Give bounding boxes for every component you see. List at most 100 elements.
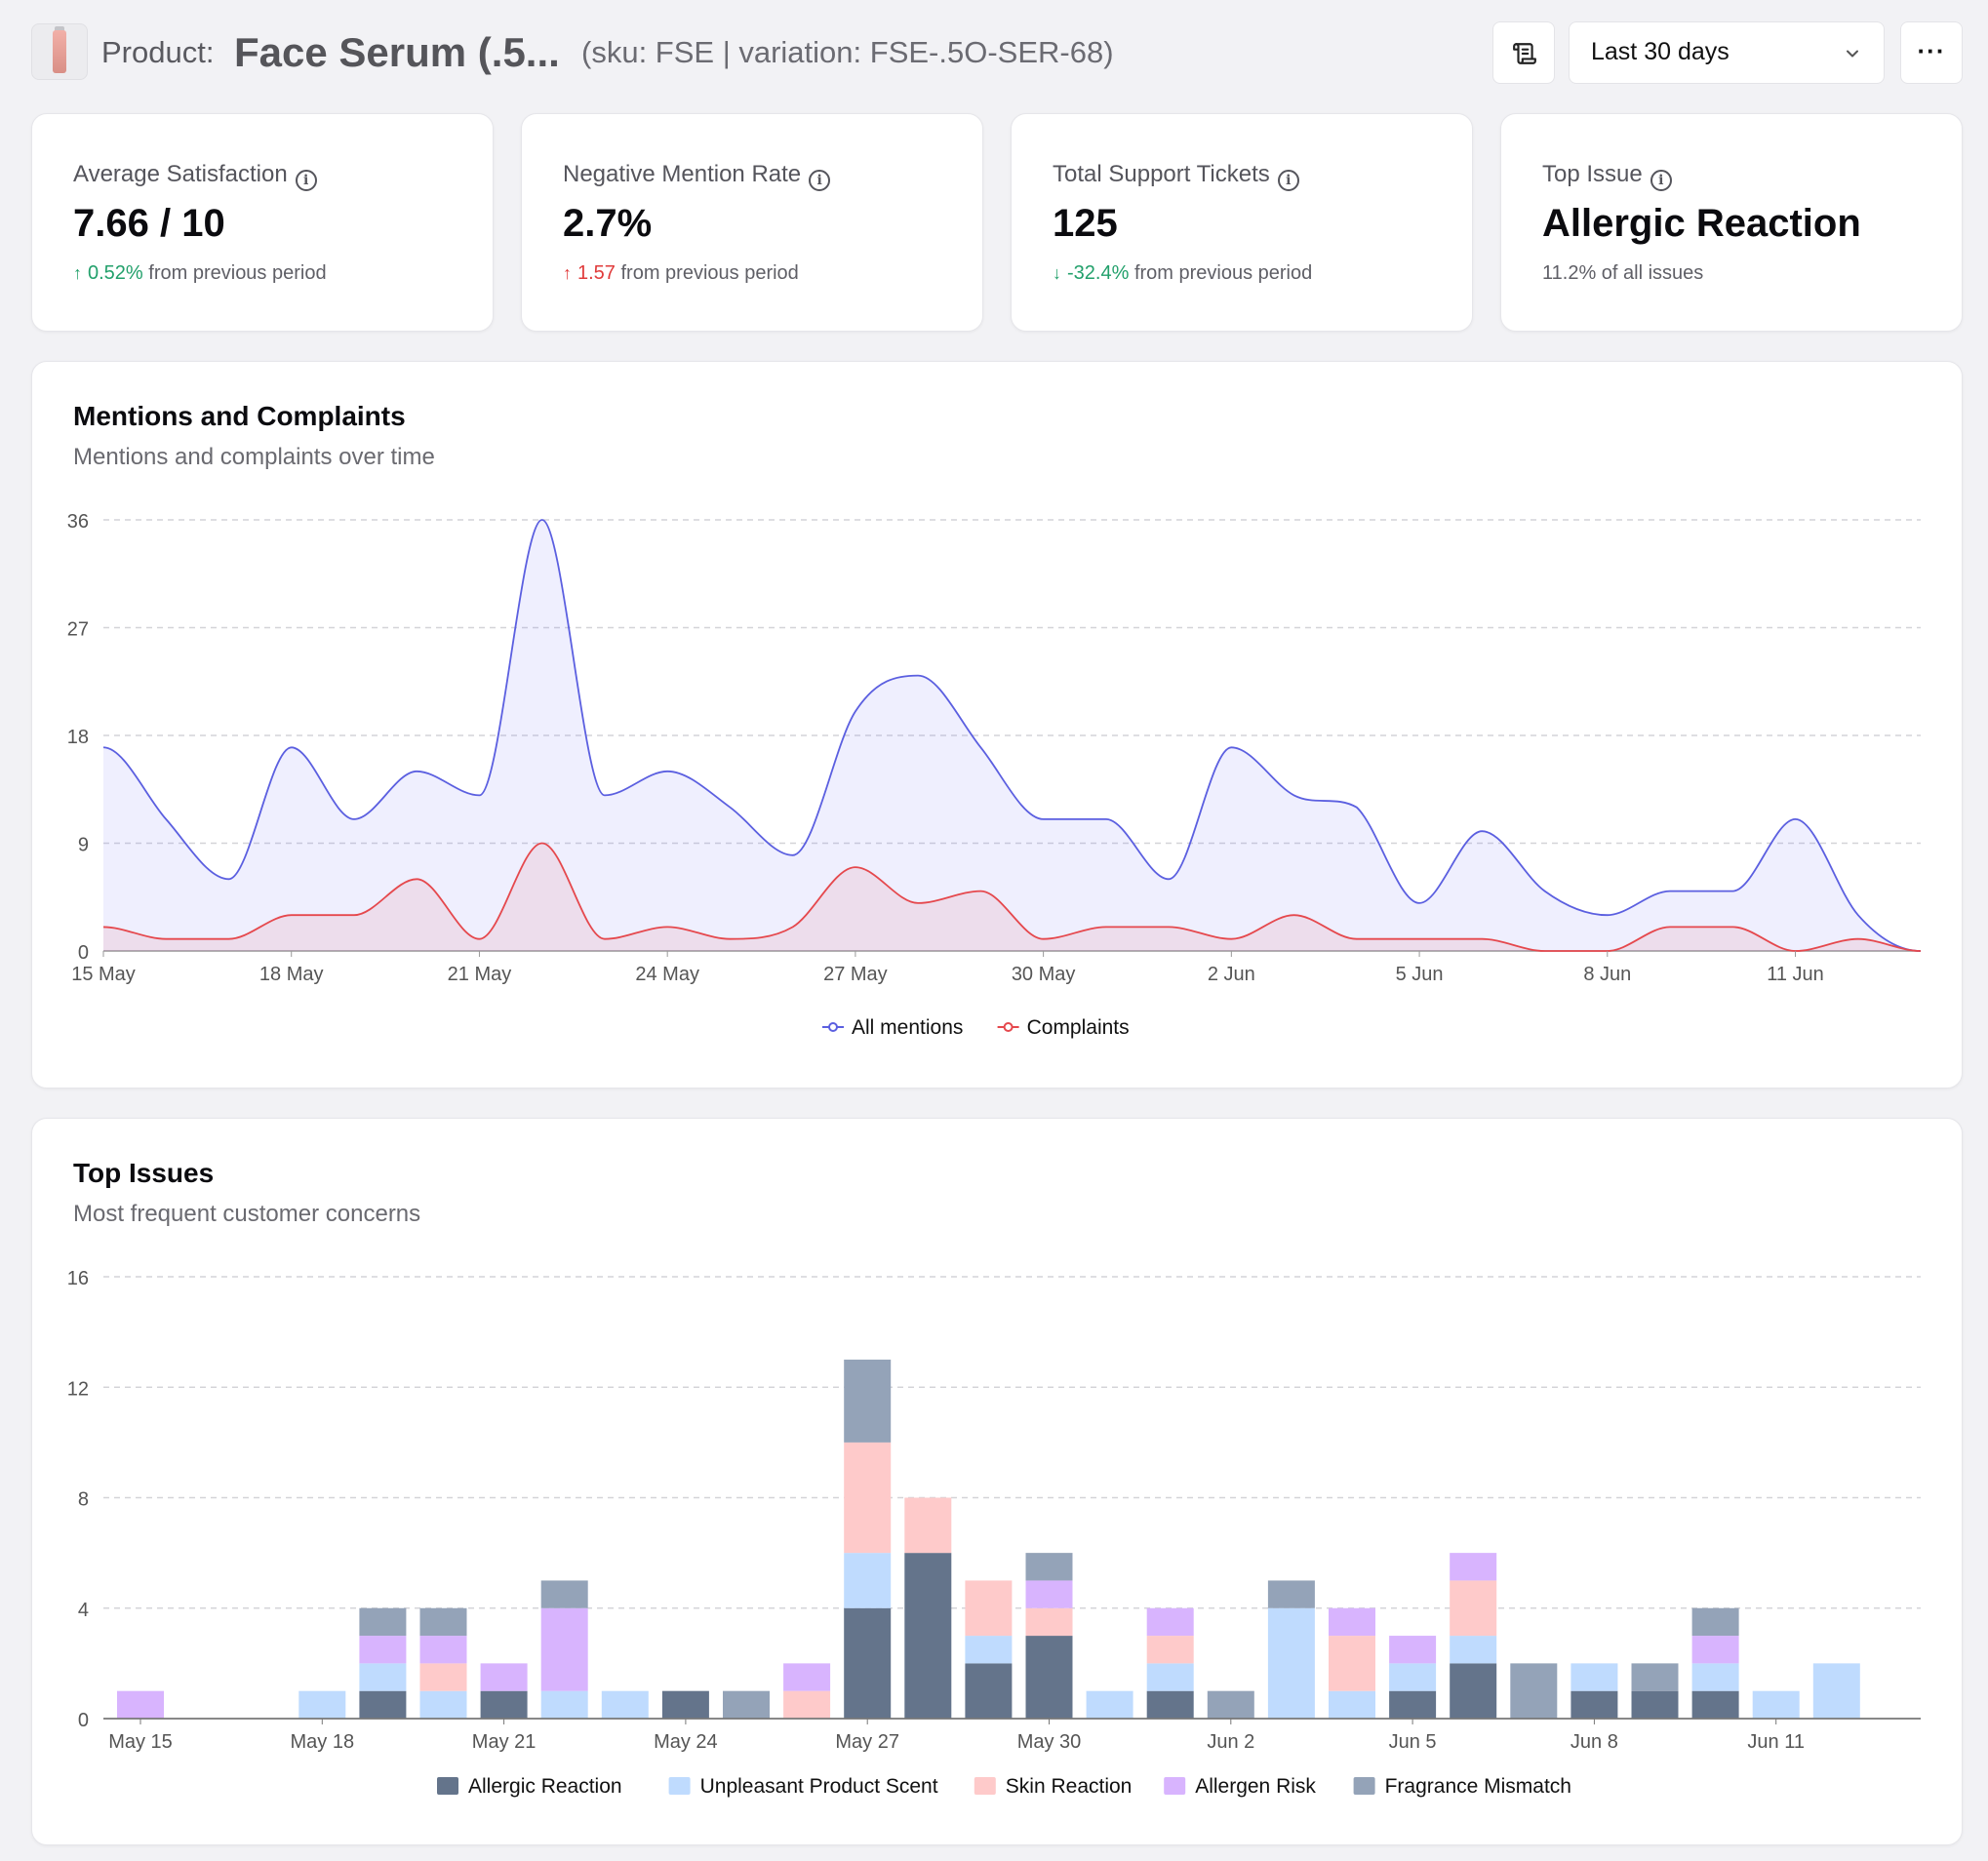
bar-segment-unpleasant-scent (359, 1663, 407, 1691)
bar-segment-fragrance-mismatch (1207, 1690, 1254, 1719)
series-line-all-mentions (102, 519, 1922, 952)
product-thumbnail (31, 23, 88, 80)
y-tick-label: 8 (78, 1489, 89, 1511)
more-options-button[interactable]: ··· (1900, 21, 1963, 84)
y-tick-label: 12 (67, 1378, 89, 1400)
bar-segment-allergic-reaction (1691, 1690, 1739, 1719)
bar-segment-skin-reaction (904, 1497, 952, 1554)
chevron-down-icon (1847, 50, 1858, 58)
x-tick-label: 18 May (259, 964, 324, 985)
x-tick-label: May 21 (472, 1731, 537, 1753)
bar-segment-allergen-risk (1025, 1580, 1073, 1608)
bar-segment-allergen-risk (1691, 1636, 1739, 1664)
more-icon: ··· (1917, 36, 1946, 65)
bar-segment-unpleasant-scent (1752, 1690, 1800, 1719)
y-tick-label: 4 (78, 1600, 89, 1621)
top-issues-panel: Top Issues Most frequent customer concer… (31, 1118, 1963, 1845)
bar-segment-fragrance-mismatch (1510, 1663, 1558, 1719)
bar-segment-allergen-risk (1146, 1607, 1194, 1637)
bar-segment-allergen-risk (480, 1663, 528, 1691)
bar-segment-allergic-reaction (661, 1690, 709, 1719)
legend-marker (828, 1022, 838, 1032)
x-tick-label: May 30 (1017, 1731, 1082, 1753)
bar-segment-unpleasant-scent (419, 1690, 467, 1719)
x-tick-label: May 24 (654, 1731, 718, 1753)
arrow-up-icon: ↑ (73, 263, 82, 283)
bar-segment-unpleasant-scent (1571, 1663, 1618, 1691)
legend-swatch (1353, 1777, 1375, 1795)
bar-segment-unpleasant-scent (844, 1553, 892, 1608)
bar-segment-allergen-risk (1389, 1636, 1437, 1664)
x-tick-label: 24 May (635, 964, 699, 985)
info-icon[interactable]: i (1277, 170, 1299, 191)
bar-segment-unpleasant-scent (1450, 1636, 1497, 1664)
mentions-line-chart: 0 9 18 27 36 15 May 18 May 21 May 24 May 27 May 30… (67, 511, 1922, 1039)
x-tick-label: May 15 (108, 1731, 173, 1753)
page-header: Product: Face Serum (.5... (sku: FSE | v… (31, 21, 1963, 84)
kpi-card-average-satisfaction: Average Satisfaction i 7.66 / 10 ↑ 0.52% f… (31, 113, 494, 332)
legend-label: Skin Reaction (1006, 1775, 1133, 1798)
info-icon[interactable]: i (1650, 170, 1672, 191)
bar-segment-fragrance-mismatch (1025, 1553, 1073, 1581)
x-tick-label: 21 May (448, 964, 512, 985)
bar-segment-unpleasant-scent (601, 1690, 649, 1719)
legend-label: Unpleasant Product Scent (700, 1775, 938, 1798)
report-button[interactable] (1492, 21, 1555, 84)
bar-segment-skin-reaction (965, 1580, 1013, 1637)
product-sku-variation: (sku: FSE | variation: FSE-.5O-SER-68) (581, 35, 1114, 69)
x-tick-label: 27 May (823, 964, 888, 985)
bar-segment-skin-reaction (1450, 1580, 1497, 1637)
bar-segment-allergic-reaction (844, 1607, 892, 1719)
top-issues-bar-chart: 0 4 8 12 16 May 15 May 18 May 21 May 24 May 27 May… (67, 1268, 1921, 1798)
kpi-value: 125 (1053, 202, 1118, 245)
arrow-down-icon: ↓ (1053, 263, 1061, 283)
kpi-delta-suffix: from previous period (1133, 262, 1313, 284)
bar-segment-unpleasant-scent (298, 1690, 346, 1719)
bar-segment-allergic-reaction (1571, 1690, 1618, 1719)
bar-segment-skin-reaction (419, 1663, 467, 1691)
bar-segment-unpleasant-scent (540, 1690, 588, 1719)
kpi-delta: ↑ 1.57 (563, 262, 616, 284)
product-prefix-label: Product: (101, 35, 215, 69)
bar-segment-fragrance-mismatch (419, 1607, 467, 1637)
x-tick-label: 30 May (1012, 964, 1076, 985)
legend-swatch (668, 1777, 691, 1795)
info-icon[interactable]: i (809, 170, 831, 191)
bar-segment-unpleasant-scent (1146, 1663, 1194, 1691)
bar-segment-fragrance-mismatch (1691, 1607, 1739, 1637)
kpi-label: Negative Mention Rate (563, 161, 802, 187)
bar-segment-unpleasant-scent (1329, 1690, 1375, 1719)
y-tick-label: 16 (67, 1268, 89, 1289)
bar-segment-allergic-reaction (1025, 1636, 1073, 1719)
kpi-card-negative-mention-rate: Negative Mention Rate i 2.7% ↑ 1.57 from p… (521, 113, 983, 332)
bar-segment-allergen-risk (117, 1690, 164, 1719)
date-range-select[interactable]: Last 30 days (1569, 21, 1885, 84)
x-tick-label: 11 Jun (1767, 964, 1824, 985)
legend-label: Allergic Reaction (468, 1775, 622, 1798)
info-icon[interactable]: i (295, 170, 317, 191)
bar-segment-unpleasant-scent (1086, 1690, 1133, 1719)
x-tick-label: 15 May (71, 964, 136, 985)
bar-segment-unpleasant-scent (1267, 1607, 1315, 1719)
x-tick-label: Jun 2 (1207, 1731, 1254, 1753)
kpi-value: 7.66 / 10 (73, 202, 225, 245)
kpi-value: Allergic Reaction (1542, 202, 1861, 245)
bar-segment-fragrance-mismatch (844, 1359, 892, 1443)
kpi-card-total-support-tickets: Total Support Tickets i 125 ↓ -32.4% from … (1011, 113, 1473, 332)
kpi-label: Top Issue (1542, 161, 1643, 187)
bar-segment-fragrance-mismatch (1631, 1663, 1679, 1691)
x-tick-label: May 27 (835, 1731, 899, 1753)
y-tick-label: 9 (78, 835, 89, 856)
x-tick-label: May 18 (291, 1731, 355, 1753)
y-tick-label: 0 (78, 1710, 89, 1731)
bar-segment-fragrance-mismatch (359, 1607, 407, 1637)
bar-segment-fragrance-mismatch (540, 1580, 588, 1608)
legend-label: Allergen Risk (1195, 1775, 1316, 1798)
bar-segment-skin-reaction (844, 1442, 892, 1554)
bar-segment-allergic-reaction (1631, 1690, 1679, 1719)
bar-segment-allergic-reaction (1450, 1663, 1497, 1719)
y-tick-label: 27 (67, 619, 89, 641)
bar-segment-allergen-risk (540, 1607, 588, 1691)
panel-title: Mentions and Complaints (73, 401, 406, 431)
kpi-value: 2.7% (563, 202, 653, 245)
